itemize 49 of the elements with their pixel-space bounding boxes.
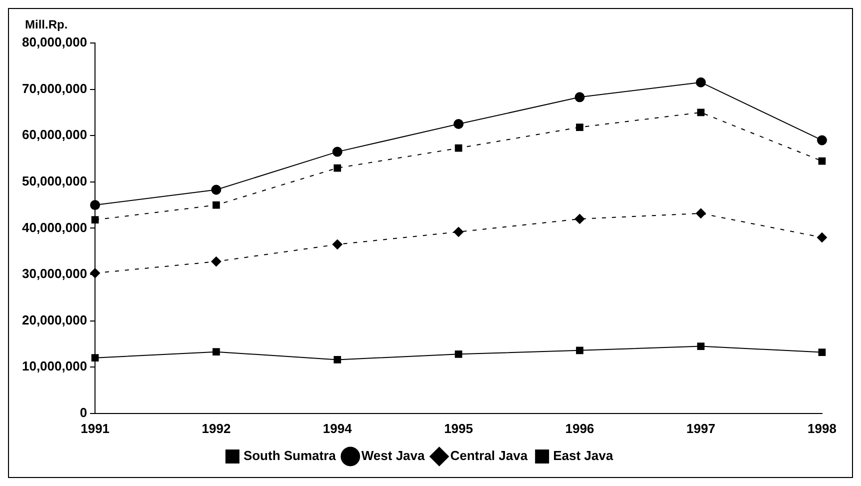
point [454, 119, 464, 130]
legend-label: West Java [361, 448, 426, 464]
point [334, 356, 342, 364]
y-tick-label: 70,000,000 [22, 80, 88, 96]
y-tick-label: 0 [80, 404, 88, 420]
point [818, 348, 826, 356]
point [334, 164, 342, 172]
point [576, 124, 584, 131]
point [91, 216, 99, 224]
point [697, 108, 705, 116]
point [212, 201, 220, 209]
x-tick-label: 1995 [444, 420, 473, 436]
point [454, 350, 462, 358]
point [697, 342, 705, 350]
x-tick-label: 1991 [80, 420, 110, 436]
x-tick-label: 1992 [202, 420, 231, 436]
x-tick-label: 1994 [322, 420, 353, 436]
y-tick-label: 80,000,000 [22, 34, 88, 50]
point [574, 214, 585, 224]
y-tick-label: 20,000,000 [22, 312, 88, 328]
point [576, 346, 584, 354]
legend-label: Central Java [450, 448, 528, 464]
legend-label: East Java [553, 448, 614, 464]
point [212, 348, 220, 356]
point [817, 135, 827, 146]
point [696, 208, 706, 218]
point [211, 256, 222, 267]
point [332, 239, 342, 250]
y-tick-label: 50,000,000 [22, 173, 88, 188]
x-tick-label: 1998 [808, 420, 836, 436]
point [818, 157, 826, 165]
y-tick-label: 30,000,000 [22, 266, 88, 282]
x-tick-label: 1996 [565, 420, 594, 436]
y-tick-label: 60,000,000 [22, 127, 88, 142]
point [574, 92, 585, 102]
point [211, 184, 222, 195]
point [696, 77, 706, 88]
y-tick-label: 10,000,000 [22, 358, 88, 374]
point [90, 268, 100, 278]
point [454, 226, 464, 237]
y-axis-title: Mill.Rp. [25, 17, 68, 32]
y-tick-label: 40,000,000 [22, 220, 88, 235]
point [91, 354, 99, 362]
point [332, 146, 342, 157]
point [817, 232, 827, 242]
point [454, 144, 462, 152]
legend-label: South Sumatra [243, 448, 337, 464]
point [90, 200, 100, 210]
x-tick-label: 1997 [686, 420, 716, 436]
